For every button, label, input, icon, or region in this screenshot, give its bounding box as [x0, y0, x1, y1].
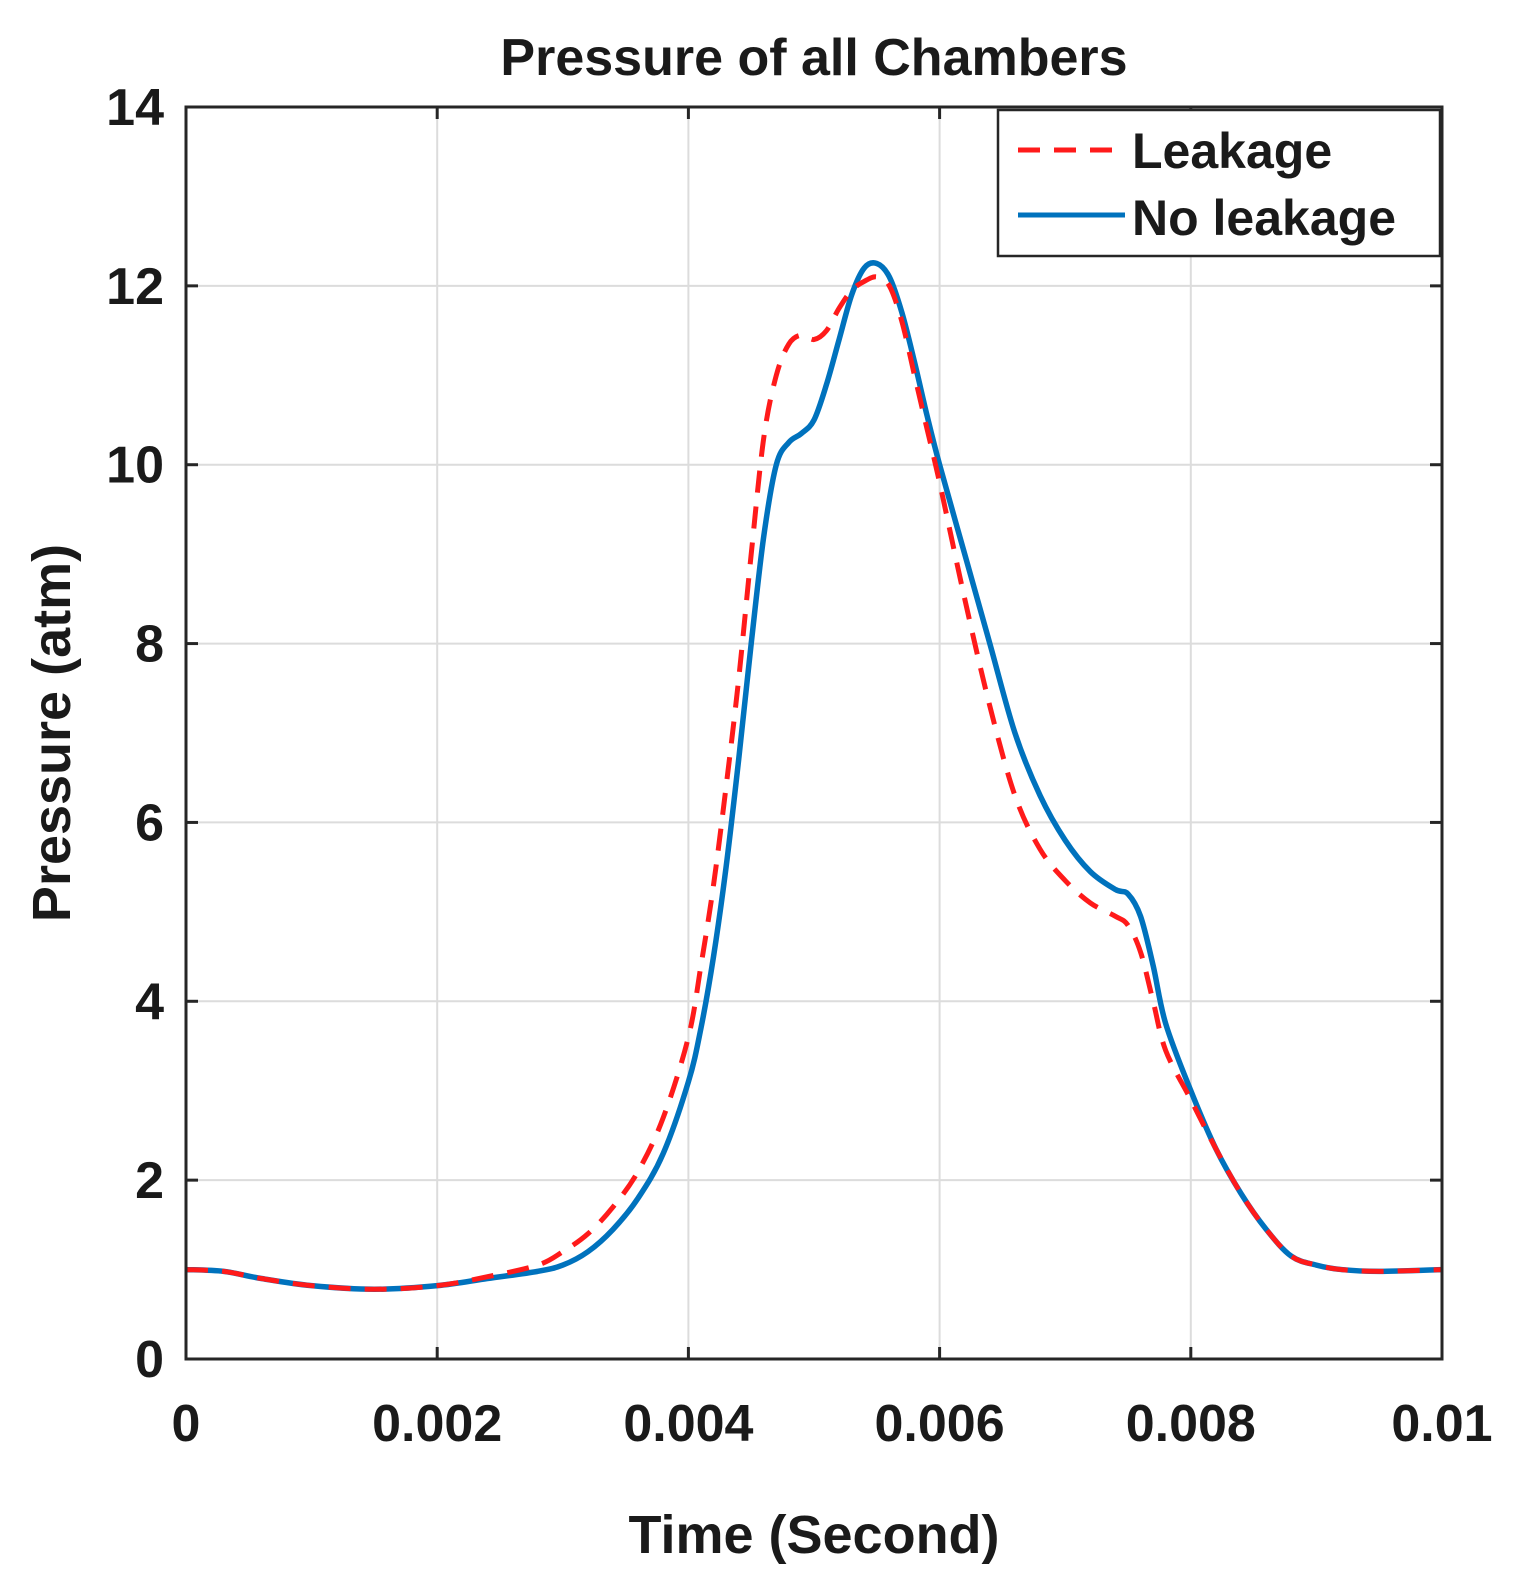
y-axis-label: Pressure (atm): [22, 544, 82, 922]
y-tick-label: 10: [106, 437, 164, 495]
x-tick-labels: 0 0.002 0.004 0.006 0.008 0.01: [172, 1395, 1493, 1453]
legend[interactable]: Leakage No leakage: [996, 108, 1442, 258]
y-tick-label: 8: [135, 616, 164, 674]
series-line-no-leakage: [185, 260, 1443, 1292]
legend-box: [996, 108, 1442, 258]
series-layer: [185, 260, 1443, 1292]
x-tick-label: 0: [172, 1395, 201, 1453]
axes-box: [184, 105, 1444, 1361]
plot-area: [186, 107, 1442, 1359]
y-tick-label: 0: [135, 1331, 164, 1389]
y-tick-label: 4: [135, 973, 164, 1031]
chart-title: Pressure of all Chambers: [500, 29, 1127, 87]
y-tick-label: 14: [106, 79, 164, 137]
legend-label-leakage: Leakage: [1132, 123, 1332, 179]
y-tick-label: 12: [106, 258, 164, 316]
x-tick-label: 0.01: [1391, 1395, 1492, 1453]
grid: [186, 107, 1442, 1359]
x-tick-label: 0.002: [372, 1395, 502, 1453]
y-tick-label: 6: [135, 794, 164, 852]
x-tick-label: 0.004: [623, 1395, 753, 1453]
x-axis-label: Time (Second): [628, 1505, 999, 1565]
y-tick-label: 2: [135, 1152, 164, 1210]
legend-label-no-leakage: No leakage: [1132, 190, 1396, 246]
x-tick-label: 0.008: [1126, 1395, 1256, 1453]
y-tick-labels: 0 2 4 6 8 10 12 14: [106, 79, 164, 1389]
x-tick-label: 0.006: [875, 1395, 1005, 1453]
